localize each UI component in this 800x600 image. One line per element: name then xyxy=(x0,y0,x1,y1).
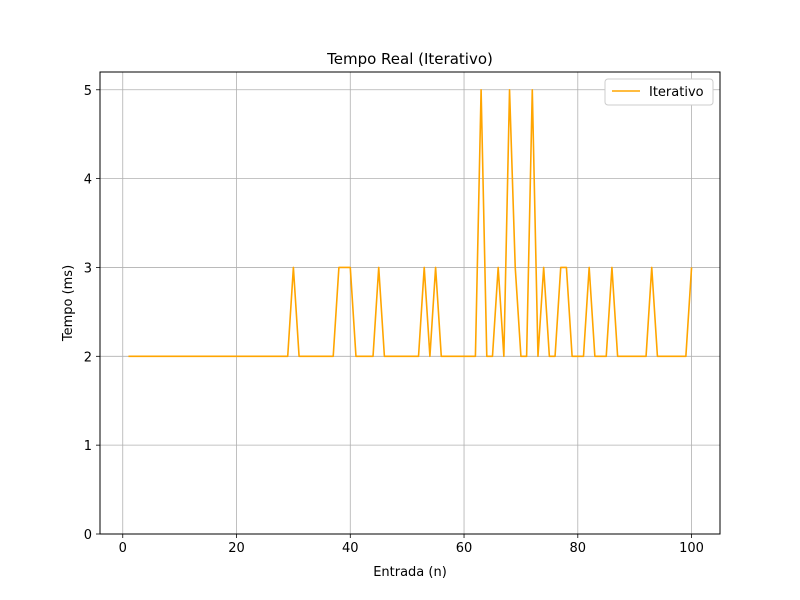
series-layer xyxy=(128,88,693,358)
plot-frame xyxy=(99,71,721,535)
series-line-iterativo xyxy=(128,88,693,358)
x-axis-label: Entrada (n) xyxy=(373,565,447,580)
y-axis-label: Tempo (ms) xyxy=(61,265,76,342)
y-tick-label: 0 xyxy=(84,528,92,543)
axis-ticks: 0 20 40 60 80 100 0 1 2 3 4 5 xyxy=(84,84,704,556)
x-tick-label: 60 xyxy=(456,541,473,556)
x-tick-label: 40 xyxy=(342,541,359,556)
y-tick-label: 5 xyxy=(84,84,92,99)
x-tick-label: 0 xyxy=(119,541,127,556)
legend-box xyxy=(604,78,714,106)
x-tick-label: 80 xyxy=(570,541,587,556)
x-tick-label: 20 xyxy=(228,541,245,556)
y-tick-label: 3 xyxy=(84,261,92,276)
y-tick-label: 4 xyxy=(84,173,92,188)
legend-label-iterativo: Iterativo xyxy=(649,85,704,100)
y-tick-label: 1 xyxy=(84,439,92,454)
chart-title: Tempo Real (Iterativo) xyxy=(326,50,493,68)
legend: Iterativo xyxy=(604,78,714,106)
x-tick-label: 100 xyxy=(679,541,704,556)
y-tick-label: 2 xyxy=(84,350,92,365)
